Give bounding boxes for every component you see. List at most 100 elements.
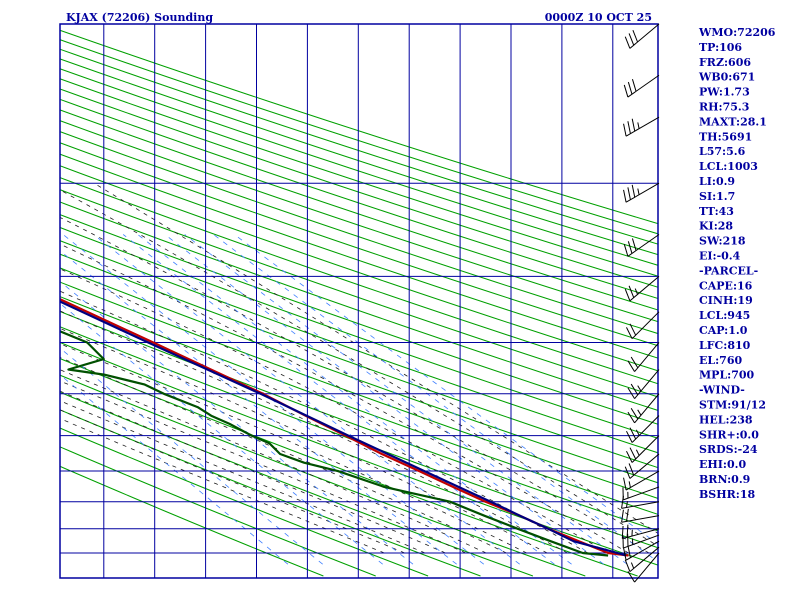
wind-barb-flag	[631, 118, 636, 132]
wind-barb-half-flag	[628, 481, 631, 488]
mixing-ratio-line	[62, 234, 485, 565]
dry-adiabat	[60, 374, 586, 577]
wind-barb-flag	[627, 241, 633, 254]
wind-barb	[623, 540, 660, 561]
wind-barb-flag	[626, 430, 633, 443]
dry-adiabat	[60, 341, 658, 566]
wind-barb	[626, 415, 660, 443]
wind-barb-staff	[627, 234, 660, 257]
wind-barb-staff	[625, 116, 660, 137]
index-entry: SRDS:-24	[699, 443, 758, 456]
index-entry: MPL:700	[699, 369, 755, 382]
index-entry: TH:5691	[699, 130, 752, 143]
wind-barb-staff	[631, 435, 660, 463]
dry-adiabat	[60, 120, 658, 323]
wind-barb	[624, 23, 660, 49]
wind-barb-half-flag	[637, 188, 640, 195]
index-entry: WMO:72206	[698, 26, 776, 39]
wind-barb	[626, 311, 660, 340]
mixing-ratio-line	[60, 250, 457, 565]
index-entry: FRZ:606	[699, 56, 751, 69]
wind-barb	[623, 234, 660, 257]
wind-barb-flag	[629, 447, 637, 460]
mixing-ratio-line	[122, 234, 555, 565]
plot-frame	[59, 23, 659, 579]
wind-barb-flag	[623, 123, 627, 137]
wind-barb-staff	[621, 515, 660, 523]
wind-barb-staff	[621, 501, 660, 509]
wind-barb-flag	[627, 411, 636, 424]
mixing-ratio-line	[184, 234, 628, 565]
index-entry: LFC:810	[699, 339, 751, 352]
wind-barb-half-flag	[635, 429, 640, 436]
index-entry: SW:218	[699, 235, 746, 248]
wind-barbs	[621, 23, 660, 583]
wind-barb	[627, 552, 660, 583]
wind-barb-staff	[625, 470, 660, 491]
wind-barb-staff	[629, 453, 660, 479]
wind-barb-flag	[628, 463, 635, 476]
dry-adiabat	[60, 48, 658, 245]
wind-barb	[627, 369, 660, 399]
wind-barb-flag	[632, 30, 639, 43]
wind-barb	[627, 342, 660, 372]
dewpoint-line	[60, 330, 609, 557]
index-entry: WB0:671	[698, 71, 755, 84]
wind-barb-flag	[623, 547, 627, 561]
wind-barb-flag	[627, 81, 633, 95]
moist-adiabat	[60, 189, 658, 547]
wind-barb-flag	[624, 288, 631, 302]
dry-adiabat	[60, 267, 658, 484]
dry-adiabat	[60, 189, 658, 398]
wind-barb-flag	[627, 571, 636, 583]
index-entry: -WIND-	[699, 384, 745, 397]
index-entry: SHR+:0.0	[699, 428, 759, 441]
index-entry: EHI:0.0	[699, 458, 746, 471]
wind-barb-staff	[629, 546, 660, 572]
wind-barb-half-flag	[626, 501, 628, 508]
frame-border	[59, 23, 659, 579]
wind-barb-flag	[621, 525, 624, 539]
wind-barb-half-flag	[630, 562, 635, 569]
index-entry: EI:-0.4	[699, 250, 741, 263]
dry-adiabat	[60, 465, 324, 577]
wind-barb	[623, 470, 660, 491]
wind-barb-flag	[627, 545, 631, 558]
dry-adiabat	[60, 88, 658, 288]
index-entry: MAXT:28.1	[699, 115, 767, 128]
index-entry: BRN:0.9	[699, 473, 750, 486]
wind-barb-flag	[626, 508, 629, 522]
dry-adiabat	[60, 109, 658, 311]
background-lines	[60, 24, 658, 578]
dry-adiabat	[60, 281, 658, 499]
index-entry: EL:760	[699, 354, 742, 367]
parcel-line	[60, 300, 627, 557]
moist-adiabat	[60, 243, 629, 554]
wind-barb-flag	[631, 79, 637, 92]
wind-barb-flag	[627, 121, 631, 134]
dry-adiabat	[60, 326, 658, 549]
wind-barb	[626, 435, 660, 463]
wind-barb-staff	[623, 534, 660, 549]
dry-adiabat	[60, 165, 658, 372]
wind-barb-staff	[634, 552, 660, 583]
dry-adiabat	[60, 78, 658, 277]
wind-barb-staff	[634, 369, 660, 399]
moist-adiabat	[60, 390, 446, 554]
moist-adiabat	[60, 400, 426, 554]
wind-barb	[624, 546, 660, 572]
wind-barb-staff	[629, 276, 660, 302]
index-entry: CAPE:16	[699, 279, 753, 292]
mixing-ratio-line	[213, 234, 658, 563]
dry-adiabat	[60, 409, 481, 577]
wind-barb-staff	[631, 311, 660, 340]
wind-barb-flag	[624, 36, 631, 49]
wind-barb-staff	[627, 74, 660, 98]
wind-barb-flag	[629, 323, 637, 336]
dry-adiabat	[60, 296, 658, 515]
index-entry: CINH:19	[699, 294, 753, 307]
wind-barb-flag	[626, 450, 633, 463]
wind-barb-flag	[621, 509, 624, 523]
index-entry: HEL:238	[699, 413, 753, 426]
wind-barb-half-flag	[637, 409, 642, 416]
